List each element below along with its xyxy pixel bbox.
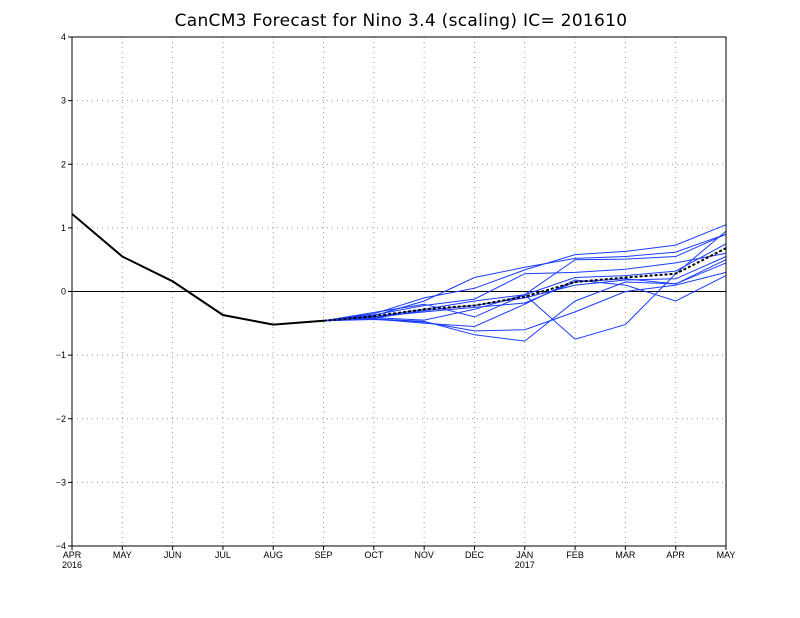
y-tick-label: −3 — [56, 477, 66, 487]
observed-line — [71, 213, 324, 326]
y-tick-label: −2 — [56, 414, 66, 424]
x-tick-label: NOV — [414, 550, 434, 560]
x-tick-label: SEP — [315, 550, 333, 560]
x-tick-label: JUN — [164, 550, 182, 560]
member-line-2 — [323, 224, 727, 322]
x-tick-label: APR — [666, 550, 685, 560]
x-tick-label: APR — [63, 550, 82, 560]
x-tick-label: JUL — [215, 550, 231, 560]
chart-title: CanCM3 Forecast for Nino 3.4 (scaling) I… — [175, 11, 628, 31]
axes: −4 −3 −2 −1 0 1 2 3 4 APR MAY JUN JUL AUG SEP OCT NOV DEC… — [56, 32, 736, 570]
member-line-10 — [323, 230, 727, 340]
x-tick-label: DEC — [465, 550, 485, 560]
member-line-9 — [323, 259, 727, 342]
ensemble-members — [323, 224, 727, 342]
x-year-label: 2016 — [62, 560, 82, 570]
observed-polyline — [71, 213, 324, 326]
ensemble-mean-polyline — [323, 247, 727, 322]
member-line-4 — [323, 252, 727, 322]
y-tick-label: 0 — [61, 287, 66, 297]
x-year-label: 2017 — [515, 560, 535, 570]
x-tick-label: MAY — [113, 550, 132, 560]
y-tick-label: −4 — [56, 541, 66, 551]
y-tick-label: −1 — [56, 350, 66, 360]
x-tick-label: AUG — [263, 550, 283, 560]
x-tick-label: MAR — [615, 550, 636, 560]
x-tick-label: FEB — [566, 550, 584, 560]
ensemble-mean-line — [323, 247, 727, 322]
member-line-11 — [323, 275, 727, 328]
y-tick-label: 3 — [61, 96, 66, 106]
x-tick-label: OCT — [364, 550, 384, 560]
y-tick-label: 4 — [61, 32, 66, 42]
x-tick-label: JAN — [516, 550, 533, 560]
member-line-7 — [323, 262, 727, 322]
x-tick-label: MAY — [717, 550, 736, 560]
member-line-1 — [323, 233, 727, 322]
y-tick-label: 1 — [61, 223, 66, 233]
y-tick-label: 2 — [61, 159, 66, 169]
